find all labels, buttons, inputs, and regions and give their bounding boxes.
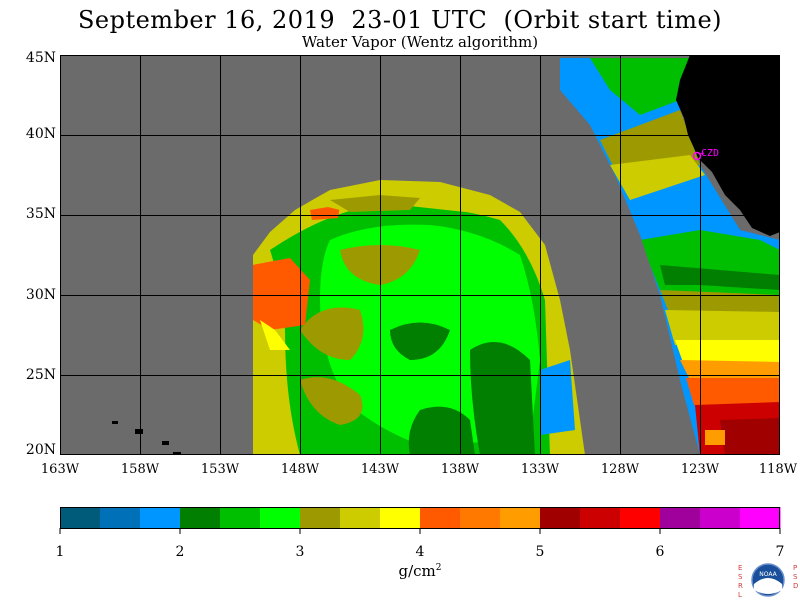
lon-label-128w: 128W xyxy=(600,462,640,477)
colorbar-swatch xyxy=(660,507,701,528)
logo-letter-e: E xyxy=(738,564,742,572)
logo-letter-d: D xyxy=(793,582,798,590)
lat-label-35n: 35N xyxy=(25,206,56,222)
colorbar-units: g/cm2 xyxy=(380,562,460,580)
colorbar-swatch xyxy=(540,507,581,528)
colorbar-units-base: g/cm xyxy=(398,562,436,580)
logo-letter-p: P xyxy=(793,564,797,572)
colorbar-swatch xyxy=(180,507,221,528)
station-marker xyxy=(692,151,705,161)
station-label: CZD xyxy=(701,148,719,159)
colorbar-swatch xyxy=(740,507,781,528)
colorbar-swatch xyxy=(60,507,101,528)
colorbar-tick-3: 3 xyxy=(295,544,305,560)
colorbar-swatch xyxy=(700,507,741,528)
colorbar-swatch xyxy=(580,507,621,528)
lon-label-133w: 133W xyxy=(520,462,560,477)
map-frame xyxy=(60,55,780,455)
colorbar-tick-7: 7 xyxy=(775,544,785,560)
lon-label-153w: 153W xyxy=(200,462,240,477)
colorbar-tick-5: 5 xyxy=(535,544,545,560)
colorbar-swatch xyxy=(140,507,181,528)
lon-label-138w: 138W xyxy=(440,462,480,477)
colorbar-swatch xyxy=(300,507,341,528)
lat-label-20n: 20N xyxy=(25,442,56,458)
noaa-logo: E S R L NOAA P S D xyxy=(738,563,798,599)
colorbar-swatch xyxy=(420,507,461,528)
logo-letter-s2: S xyxy=(793,573,798,581)
lat-label-25n: 25N xyxy=(25,367,56,383)
colorbar-swatch xyxy=(500,507,541,528)
colorbar-swatch xyxy=(100,507,141,528)
colorbar-tick-6: 6 xyxy=(655,544,665,560)
lon-label-148w: 148W xyxy=(280,462,320,477)
colorbar-tick-2: 2 xyxy=(175,544,185,560)
colorbar-tick-1: 1 xyxy=(55,544,65,560)
hawaiian-islands xyxy=(112,421,181,455)
colorbar-swatch xyxy=(260,507,301,528)
lon-label-143w: 143W xyxy=(360,462,400,477)
chart-subtitle: Water Vapor (Wentz algorithm) xyxy=(301,33,539,51)
colorbar-swatch xyxy=(620,507,661,528)
colorbar xyxy=(59,507,781,534)
logo-center-text: NOAA xyxy=(759,571,777,578)
colorbar-swatch xyxy=(340,507,381,528)
lon-label-118w: 118W xyxy=(758,462,798,477)
lon-label-158w: 158W xyxy=(120,462,160,477)
lat-label-30n: 30N xyxy=(25,287,56,303)
chart-title: September 16, 2019 23-01 UTC (Orbit star… xyxy=(77,6,723,34)
lon-label-163w: 163W xyxy=(40,462,80,477)
grid-lines xyxy=(60,55,780,455)
logo-bird xyxy=(754,578,782,594)
colorbar-swatch xyxy=(460,507,501,528)
colorbar-swatch xyxy=(220,507,261,528)
land-mass xyxy=(676,55,780,236)
logo-letter-s: S xyxy=(738,573,743,581)
lat-label-45n: 45N xyxy=(25,50,56,66)
lon-label-123w: 123W xyxy=(680,462,720,477)
colorbar-tick-4: 4 xyxy=(415,544,425,560)
lat-label-40n: 40N xyxy=(25,126,56,142)
logo-letter-l: L xyxy=(738,591,742,599)
colorbar-swatch xyxy=(380,507,421,528)
colorbar-units-exponent: 2 xyxy=(435,563,442,573)
central-swath xyxy=(253,180,585,455)
logo-letter-r: R xyxy=(738,582,743,590)
